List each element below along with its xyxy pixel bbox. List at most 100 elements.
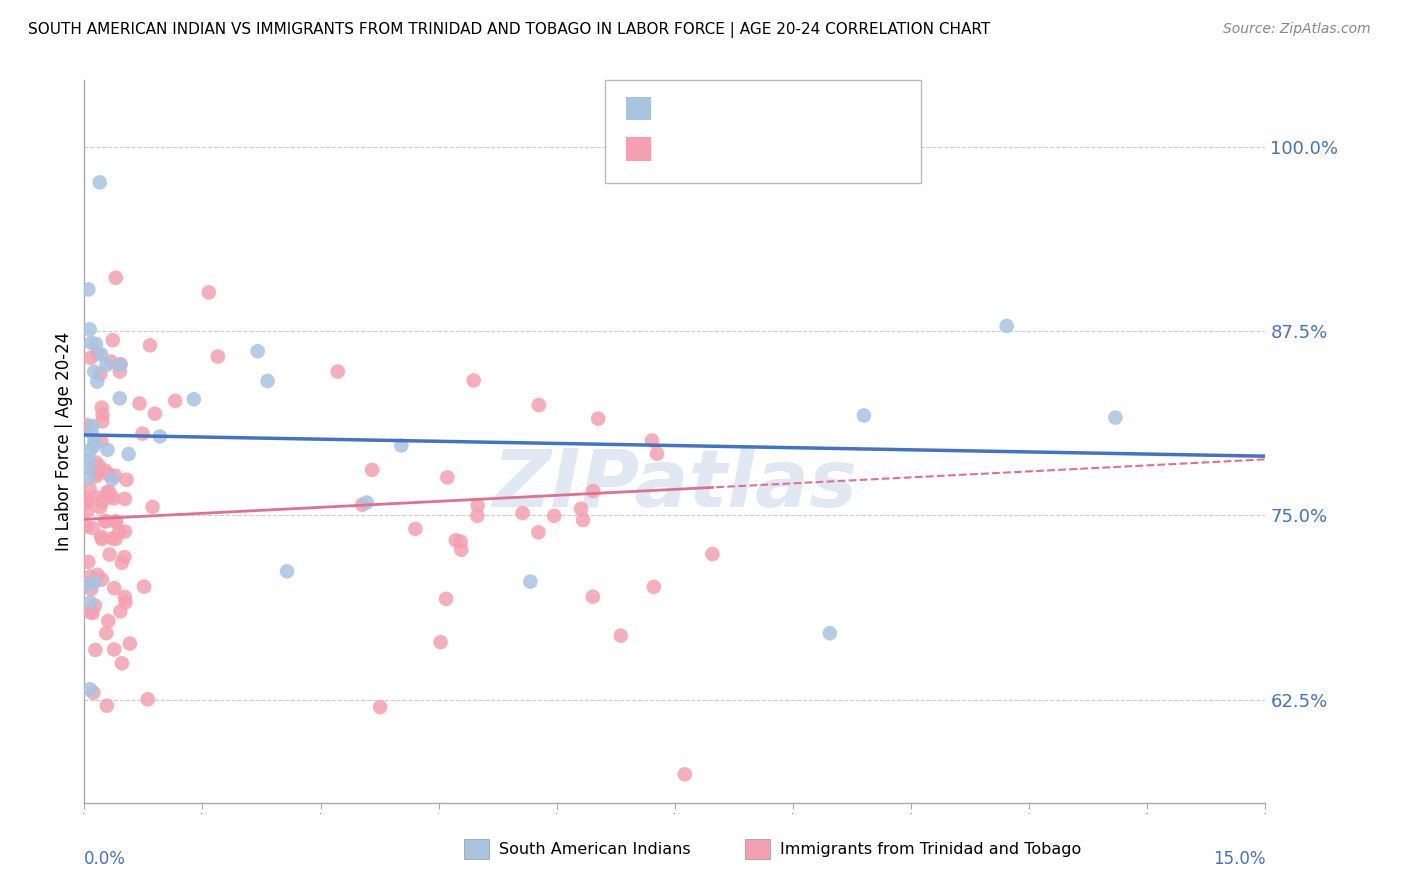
Point xyxy=(512,506,534,520)
Point xyxy=(79,482,101,496)
Point xyxy=(276,564,298,578)
Point xyxy=(98,548,121,562)
Point xyxy=(142,500,165,514)
Text: 0.102: 0.102 xyxy=(699,145,747,162)
Point xyxy=(114,524,136,539)
Point xyxy=(91,414,114,428)
Point xyxy=(77,460,100,475)
Point xyxy=(110,604,132,618)
Text: -0.048: -0.048 xyxy=(699,104,752,122)
Point xyxy=(94,514,117,528)
Point xyxy=(143,407,166,421)
Point xyxy=(75,496,97,510)
Point xyxy=(79,605,101,619)
Point xyxy=(77,577,100,591)
Text: SOUTH AMERICAN INDIAN VS IMMIGRANTS FROM TRINIDAD AND TOBAGO IN LABOR FORCE | AG: SOUTH AMERICAN INDIAN VS IMMIGRANTS FROM… xyxy=(28,22,990,38)
Point xyxy=(84,469,107,483)
Point xyxy=(76,503,98,517)
Point xyxy=(586,411,609,425)
Point xyxy=(132,580,155,594)
Point xyxy=(103,491,125,506)
Point xyxy=(100,354,122,368)
Point xyxy=(96,442,118,457)
Point xyxy=(91,408,114,422)
Point xyxy=(118,637,141,651)
Point xyxy=(104,270,127,285)
Point xyxy=(84,643,107,657)
Text: N =: N = xyxy=(770,145,807,162)
Point xyxy=(110,357,132,371)
Point xyxy=(82,463,104,477)
Point xyxy=(643,580,665,594)
Point xyxy=(103,642,125,657)
Point xyxy=(111,657,134,671)
Point xyxy=(77,577,100,591)
Point xyxy=(117,447,139,461)
Point xyxy=(450,534,472,549)
Text: 109: 109 xyxy=(806,145,837,162)
Point xyxy=(104,468,127,483)
Text: N =: N = xyxy=(770,104,807,122)
Point xyxy=(582,590,605,604)
Text: South American Indians: South American Indians xyxy=(499,842,690,856)
Point xyxy=(94,514,117,528)
Text: 15.0%: 15.0% xyxy=(1213,850,1265,868)
Point xyxy=(101,472,124,486)
Point xyxy=(82,419,104,434)
Point xyxy=(80,425,103,440)
Point xyxy=(112,550,135,565)
Point xyxy=(389,438,412,452)
Text: R =: R = xyxy=(662,104,699,122)
Point xyxy=(86,346,108,360)
Point xyxy=(83,440,105,454)
Point xyxy=(75,519,97,533)
Point xyxy=(79,569,101,583)
Point xyxy=(105,514,128,528)
Point xyxy=(103,581,125,595)
Text: ZIPatlas: ZIPatlas xyxy=(492,446,858,524)
Point xyxy=(79,682,101,697)
Point xyxy=(108,364,131,378)
Y-axis label: In Labor Force | Age 20-24: In Labor Force | Age 20-24 xyxy=(55,332,73,551)
Point xyxy=(90,530,112,544)
Point xyxy=(115,473,138,487)
Point xyxy=(641,434,664,448)
Point xyxy=(80,351,103,365)
Point xyxy=(79,322,101,336)
Point xyxy=(436,470,458,484)
Point xyxy=(84,599,107,613)
Point xyxy=(101,532,124,546)
Point xyxy=(89,367,111,381)
Point xyxy=(246,344,269,359)
Point xyxy=(101,333,124,347)
Point xyxy=(98,489,121,503)
Point xyxy=(1104,410,1126,425)
Text: 38: 38 xyxy=(806,104,827,122)
Point xyxy=(96,698,118,713)
Point xyxy=(361,463,384,477)
Point xyxy=(527,525,550,540)
Point xyxy=(83,434,105,449)
Point xyxy=(404,522,426,536)
Point xyxy=(86,491,108,505)
Point xyxy=(97,467,120,482)
Text: R =: R = xyxy=(662,145,699,162)
Point xyxy=(77,470,100,484)
Point xyxy=(84,337,107,351)
Point xyxy=(76,491,98,506)
Point xyxy=(256,374,278,388)
Point xyxy=(114,491,136,506)
Point xyxy=(79,443,101,458)
Point xyxy=(82,686,104,700)
Point xyxy=(352,498,374,512)
Point xyxy=(165,393,187,408)
Point xyxy=(90,401,112,415)
Point xyxy=(108,358,131,372)
Point xyxy=(84,455,107,469)
Point xyxy=(434,591,457,606)
Point xyxy=(96,358,118,372)
Point xyxy=(96,626,118,640)
Point xyxy=(83,365,105,379)
Point xyxy=(89,500,111,515)
Point xyxy=(90,532,112,546)
